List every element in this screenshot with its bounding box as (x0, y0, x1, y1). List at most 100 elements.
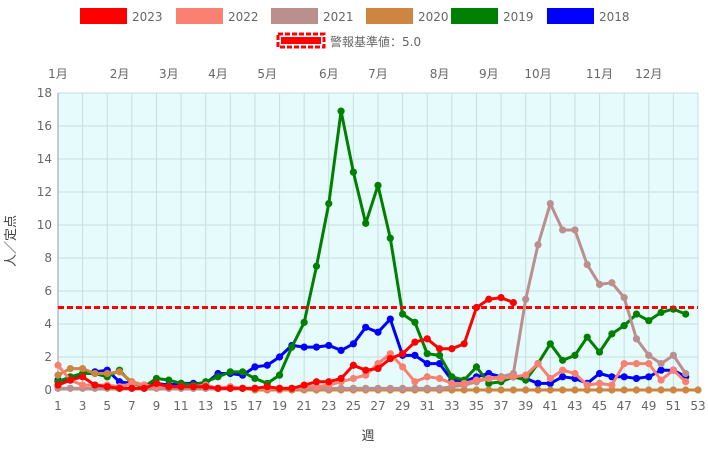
threshold-legend: 警報基準値：5.0 (276, 32, 421, 49)
data-point-2019 (300, 318, 308, 326)
data-point-2021 (349, 384, 357, 392)
data-point-2019 (522, 376, 530, 384)
data-point-2019 (214, 373, 222, 381)
data-point-2023 (399, 350, 407, 358)
data-point-2023 (103, 383, 111, 391)
data-point-2018 (337, 346, 345, 354)
data-point-2023 (325, 378, 333, 386)
data-point-2020 (485, 386, 493, 394)
data-point-2023 (115, 384, 124, 392)
legend-swatch-2022 (176, 8, 223, 24)
legend-label-2018: 2018 (599, 10, 630, 24)
data-point-2021 (682, 369, 690, 378)
data-point-2019 (337, 107, 345, 115)
data-point-2018 (263, 361, 271, 369)
data-point-2020 (534, 386, 542, 394)
month-label: 8月 (430, 67, 450, 81)
data-point-2019 (448, 373, 456, 381)
data-point-2020 (66, 364, 74, 373)
data-point-2019 (251, 374, 259, 383)
data-point-2021 (522, 295, 530, 303)
x-tick-label: 45 (592, 399, 607, 413)
data-point-2023 (152, 379, 161, 387)
data-point-2021 (583, 261, 591, 269)
x-tick-label: 29 (395, 399, 410, 413)
month-label: 11月 (586, 67, 613, 81)
data-point-2020 (460, 386, 468, 394)
legend-label-2023: 2023 (132, 10, 163, 24)
data-point-2019 (239, 368, 247, 376)
data-point-2022 (522, 371, 530, 379)
data-point-2021 (559, 226, 567, 234)
data-point-2023 (165, 383, 173, 391)
data-point-2022 (54, 361, 62, 369)
data-point-2021 (669, 351, 677, 359)
data-point-2018 (608, 373, 616, 381)
data-point-2018 (300, 343, 308, 351)
grid-lines (57, 92, 699, 391)
month-label: 1月 (48, 67, 68, 81)
data-point-2023 (202, 383, 210, 391)
data-point-2022 (546, 374, 554, 383)
data-point-2019 (423, 350, 431, 358)
series-line-2021 (58, 202, 687, 390)
data-point-2019 (349, 168, 357, 176)
data-point-2018 (559, 373, 567, 381)
data-point-2023 (485, 295, 493, 303)
data-point-2018 (362, 323, 370, 331)
data-point-2023 (337, 374, 345, 383)
threshold-legend-label: 警報基準値：5.0 (330, 34, 421, 49)
data-point-2019 (472, 363, 481, 371)
data-point-2018 (275, 353, 284, 361)
month-label: 4月 (208, 67, 228, 81)
data-point-2020 (595, 386, 604, 394)
data-point-2023 (239, 384, 247, 392)
data-point-2022 (349, 374, 357, 383)
x-tick-label: 51 (666, 399, 681, 413)
data-point-2021 (399, 384, 407, 392)
data-point-2023 (66, 376, 74, 384)
data-point-2018 (312, 343, 321, 351)
data-point-2023 (251, 384, 259, 392)
y-tick-label: 4 (44, 317, 52, 331)
data-point-2021 (608, 279, 616, 287)
data-point-2023 (312, 378, 321, 386)
y-tick-label: 0 (44, 383, 52, 397)
x-axis-title: 週 (361, 429, 374, 444)
data-point-2023 (448, 345, 456, 353)
data-point-2020 (571, 386, 579, 394)
data-point-2022 (657, 376, 665, 384)
month-label: 2月 (110, 67, 130, 81)
data-point-2022 (460, 379, 468, 387)
data-point-2023 (374, 364, 382, 373)
data-point-2019 (595, 348, 604, 356)
data-point-2019 (657, 308, 665, 317)
y-tick-label: 18 (37, 86, 52, 100)
data-point-2023 (79, 373, 87, 381)
data-point-2018 (485, 369, 493, 378)
x-tick-label: 31 (420, 399, 435, 413)
x-tick-label: 27 (370, 399, 385, 413)
data-point-2019 (620, 322, 628, 330)
month-label: 5月 (257, 67, 277, 81)
legend-label-2021: 2021 (323, 10, 354, 24)
data-point-2020 (657, 386, 665, 394)
x-tick-label: 1 (54, 399, 62, 413)
data-point-2023 (177, 383, 185, 391)
series-line-2019 (57, 109, 687, 389)
x-tick-label: 49 (641, 399, 656, 413)
data-point-2023 (189, 383, 197, 391)
data-point-2020 (669, 386, 677, 394)
y-tick-label: 6 (44, 284, 52, 298)
data-point-2022 (497, 374, 505, 383)
data-point-2019 (559, 356, 567, 364)
data-point-2023 (54, 381, 62, 389)
threshold-legend-fill (281, 37, 321, 44)
legend-swatch-2021 (271, 8, 318, 24)
data-point-2023 (140, 384, 148, 392)
x-tick-label: 13 (198, 399, 213, 413)
data-point-2020 (559, 386, 567, 394)
x-tick-label: 9 (153, 399, 161, 413)
data-point-2020 (694, 386, 702, 394)
